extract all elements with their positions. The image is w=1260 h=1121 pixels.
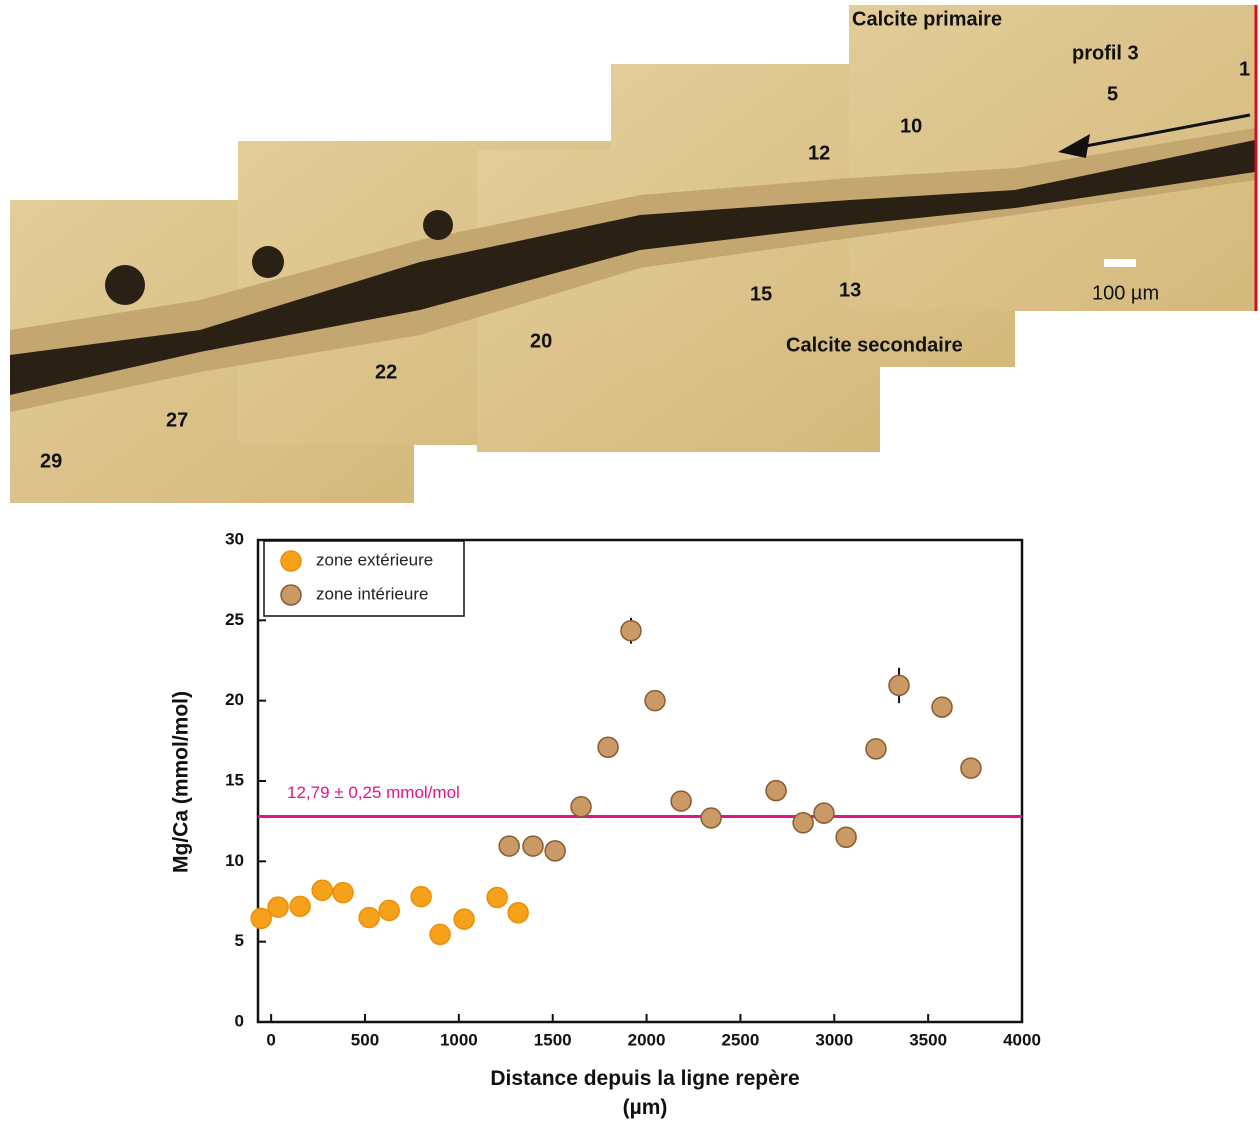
- y-tick-label: 15: [225, 770, 244, 789]
- point: [429, 923, 451, 946]
- inclusion: [252, 246, 284, 278]
- legend-label: zone extérieure: [316, 550, 433, 569]
- point: [410, 885, 432, 908]
- point: [498, 835, 520, 857]
- micro-label: 20: [530, 330, 552, 352]
- point: [813, 802, 835, 824]
- x-tick-label: 4000: [1003, 1030, 1041, 1049]
- micro-label: 29: [40, 450, 62, 472]
- x-tick-label: 2000: [628, 1030, 666, 1049]
- micro-label: 10: [900, 115, 922, 137]
- scale-bar: [1104, 259, 1136, 267]
- point: [700, 807, 722, 829]
- vein: [10, 140, 1255, 395]
- micro-label: 12: [808, 142, 830, 164]
- point: [486, 886, 508, 909]
- x-axis-label: Distance depuis la ligne repère (µm): [490, 1067, 800, 1119]
- x-tick-label: 3500: [909, 1030, 947, 1049]
- point: [644, 689, 666, 712]
- point: [765, 779, 787, 802]
- micro-label: Calcite secondaire: [786, 334, 963, 356]
- point: [332, 881, 354, 904]
- point: [865, 738, 887, 760]
- point: [522, 835, 544, 857]
- micro-label: 13: [839, 279, 861, 301]
- micro-label: Calcite primaire: [852, 8, 1002, 30]
- point: [570, 795, 592, 818]
- point: [960, 757, 982, 779]
- x-tick-label: 500: [351, 1030, 379, 1049]
- legend-marker: [280, 584, 302, 606]
- micro-label: 1: [1239, 58, 1250, 80]
- reference-label: 12,79 ± 0,25 mmol/mol: [287, 783, 460, 802]
- y-tick-label: 5: [235, 931, 244, 950]
- point: [931, 696, 953, 718]
- point: [544, 840, 566, 862]
- point: [311, 879, 333, 902]
- arrow: [1074, 113, 1251, 150]
- point: [792, 812, 814, 834]
- legend-label: zone intérieure: [316, 584, 428, 603]
- point: [835, 826, 857, 848]
- x-tick-label: 1000: [440, 1030, 478, 1049]
- point: [453, 908, 475, 930]
- point: [597, 736, 619, 759]
- y-tick-label: 25: [225, 610, 244, 629]
- legend-marker: [280, 550, 302, 572]
- point: [620, 620, 642, 642]
- micro-label: 5: [1107, 83, 1118, 105]
- point: [289, 895, 311, 918]
- y-tick-label: 0: [235, 1011, 244, 1030]
- y-tick-label: 10: [225, 851, 244, 870]
- micro-label: profil 3: [1072, 42, 1139, 64]
- y-tick-label: 30: [225, 529, 244, 548]
- y-axis-label: Mg/Ca (mmol/mol): [170, 691, 193, 873]
- micro-label: 15: [750, 283, 772, 305]
- micrograph: Calcite primaire profil 3 1 5 10 12 13 1…: [10, 5, 1258, 503]
- point: [378, 899, 400, 922]
- inclusion: [423, 210, 453, 240]
- x-tick-label: 0: [266, 1030, 275, 1049]
- point: [888, 674, 910, 697]
- point: [250, 907, 272, 930]
- x-tick-label: 1500: [534, 1030, 572, 1049]
- scale-label: 100 µm: [1092, 282, 1159, 304]
- micro-label: 22: [375, 361, 397, 383]
- y-tick-label: 20: [225, 690, 244, 709]
- point: [267, 896, 289, 918]
- point: [507, 901, 529, 924]
- arrow-head: [1058, 134, 1090, 158]
- micro-label: 27: [166, 409, 188, 431]
- x-tick-label: 2500: [722, 1030, 760, 1049]
- inclusion: [105, 265, 145, 305]
- x-tick-label: 3000: [815, 1030, 853, 1049]
- point: [358, 906, 380, 929]
- point: [670, 790, 692, 812]
